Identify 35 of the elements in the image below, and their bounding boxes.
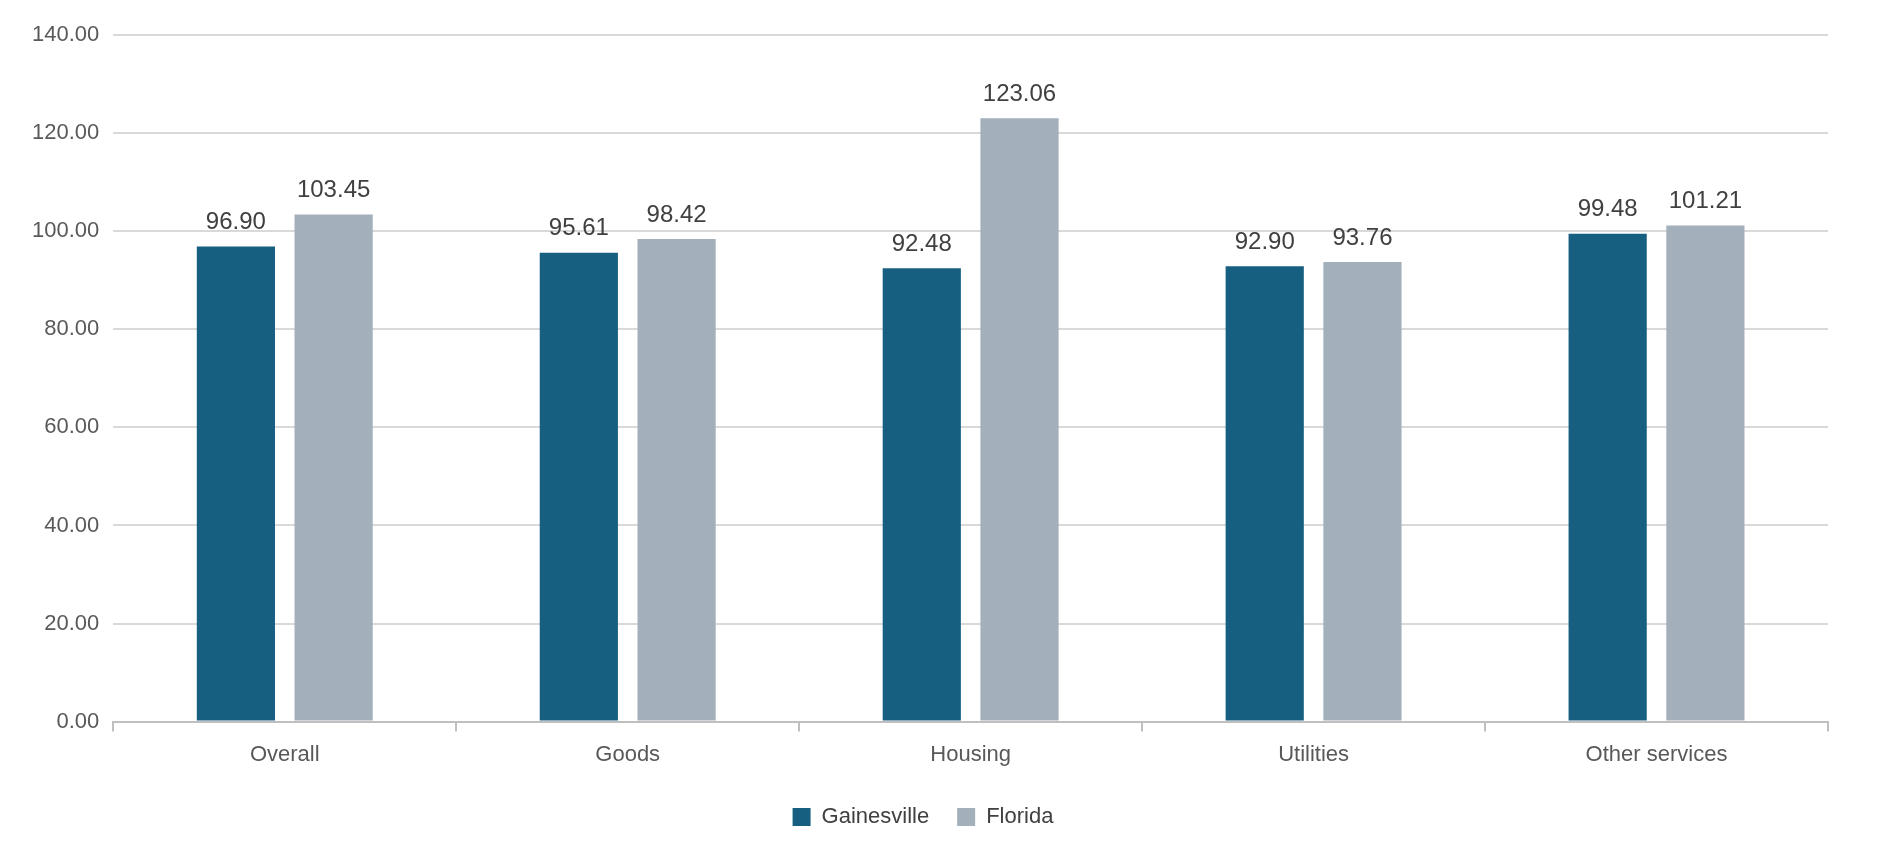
- y-tick-label: 100.00: [31, 217, 100, 243]
- y-tick-label: 40.00: [44, 511, 100, 537]
- data-label: 123.06: [982, 78, 1057, 106]
- x-tick-label: Other services: [1585, 740, 1728, 766]
- data-label: 96.90: [205, 207, 266, 235]
- y-tick-label: 80.00: [44, 315, 100, 341]
- x-tick-label: Overall: [249, 740, 320, 766]
- data-label: 103.45: [296, 175, 371, 203]
- bar: [980, 118, 1059, 721]
- data-label: 98.42: [646, 199, 707, 227]
- y-tick-label: 60.00: [44, 413, 100, 439]
- bar: [539, 252, 618, 721]
- bar: [1568, 233, 1647, 721]
- y-tick-label: 140.00: [31, 21, 100, 47]
- y-tick-label: 0.00: [56, 707, 100, 733]
- data-label: 101.21: [1668, 186, 1743, 214]
- bar: [637, 239, 716, 721]
- bar: [1225, 266, 1304, 721]
- y-tick-label: 120.00: [31, 119, 100, 145]
- bar: [196, 246, 275, 721]
- x-tick-label: Housing: [930, 740, 1011, 766]
- legend-label: Florida: [986, 803, 1055, 829]
- bar: [1666, 225, 1745, 721]
- bar: [882, 268, 961, 721]
- x-tick-label: Goods: [595, 740, 661, 766]
- bar: [294, 214, 373, 721]
- x-tick-label: Utilities: [1278, 740, 1350, 766]
- data-label: 93.76: [1332, 222, 1393, 250]
- legend-label: Gainesville: [821, 803, 930, 829]
- data-label: 92.90: [1234, 226, 1295, 254]
- bar: [1323, 261, 1402, 721]
- data-label: 92.48: [891, 228, 952, 256]
- y-tick-label: 20.00: [44, 609, 100, 635]
- data-label: 99.48: [1577, 194, 1638, 222]
- data-label: 95.61: [548, 213, 609, 241]
